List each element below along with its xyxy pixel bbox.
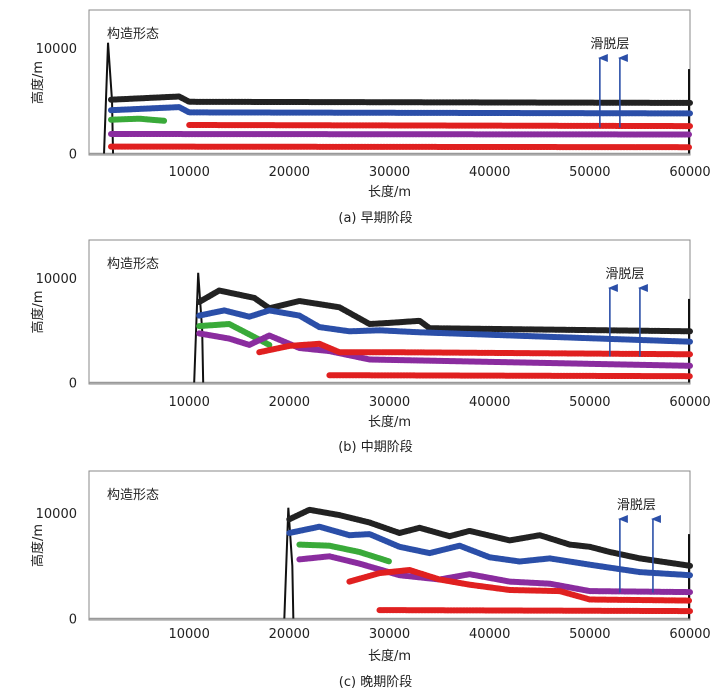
panel-a-ytick-label: 10000 xyxy=(36,42,77,57)
panel-c-ylabel: 高度/m xyxy=(30,524,46,567)
panel-c-series-red-lower-core xyxy=(377,608,692,613)
panel-c-xtick-label: 40000 xyxy=(469,627,510,642)
panel-c-xtick-label: 60000 xyxy=(669,627,710,642)
panel-c-series-blue-core xyxy=(287,525,692,577)
panel-c-annotation: 构造形态 xyxy=(107,488,159,503)
panel-b-ytick-label: 10000 xyxy=(36,272,77,287)
panel-a-deformation-front xyxy=(103,42,115,154)
panel-c-deformation-front xyxy=(283,507,295,619)
panel-b-xlabel: 长度/m xyxy=(368,414,411,430)
panel-a-xtick-label: 60000 xyxy=(669,165,710,180)
panel-c-caption: (c) 晚期阶段 xyxy=(339,675,412,690)
panel-c-series-top-core xyxy=(287,508,692,568)
panel-b: 10000 20000 30000 40000 50000 60000 0 10000 高度/m… xyxy=(30,239,711,455)
panel-a-xtick-label: 40000 xyxy=(469,165,510,180)
panel-a-annotation: 构造形态 xyxy=(107,27,159,42)
panel-b-ytick-label: 0 xyxy=(69,377,77,392)
panel-b-annotation: 构造形态 xyxy=(107,257,159,272)
panel-c-xlabel: 长度/m xyxy=(368,648,411,664)
panel-b-series-top-core xyxy=(197,288,692,333)
panel-a: 10000 20000 30000 40000 50000 60000 0 10000 高度/m… xyxy=(30,9,711,226)
panel-c-xtick-label: 50000 xyxy=(569,627,610,642)
panel-b-series-purple-core xyxy=(197,331,692,368)
panel-c-xtick-label: 20000 xyxy=(269,627,310,642)
panel-c-series-purple-core xyxy=(297,554,692,594)
panel-a-series-red-upper-core xyxy=(187,123,692,128)
panel-a-ylabel: 高度/m xyxy=(30,61,46,104)
panel-c-series-red-upper-core xyxy=(347,568,692,603)
panel-b-series-red-upper-core xyxy=(257,342,692,356)
panel-c-xtick-label: 10000 xyxy=(168,627,209,642)
panel-b-xtick-label: 20000 xyxy=(269,395,310,410)
panel-c-ytick-label: 10000 xyxy=(36,507,77,522)
panel-c: 10000 20000 30000 40000 50000 60000 0 10000 高度/m… xyxy=(30,470,711,690)
panel-c-layer-label: 滑脱层 xyxy=(617,498,656,513)
panel-a-series-top-core xyxy=(109,94,692,105)
panel-a-xtick-label: 50000 xyxy=(569,165,610,180)
panel-a-xtick-label: 10000 xyxy=(168,165,209,180)
panel-b-xtick-label: 30000 xyxy=(369,395,410,410)
panel-b-caption: (b) 中期阶段 xyxy=(338,440,413,455)
panel-c-series-green-core xyxy=(297,542,392,564)
panel-a-xlabel: 长度/m xyxy=(368,184,411,200)
panel-c-ytick-label: 0 xyxy=(69,613,77,628)
panel-a-caption: (a) 早期阶段 xyxy=(338,211,412,226)
panel-b-series-blue-core xyxy=(197,308,692,344)
panel-a-xtick-label: 20000 xyxy=(269,165,310,180)
panel-b-xtick-label: 60000 xyxy=(669,395,710,410)
panel-b-xtick-label: 40000 xyxy=(469,395,510,410)
panel-a-xtick-label: 30000 xyxy=(369,165,410,180)
panel-b-layer-label: 滑脱层 xyxy=(605,267,644,282)
panel-b-ylabel: 高度/m xyxy=(30,290,46,333)
panel-a-ytick-label: 0 xyxy=(69,148,77,163)
panel-a-layer-label: 滑脱层 xyxy=(590,37,629,52)
panel-a-series-red-lower-core xyxy=(109,145,692,149)
panel-a-series-blue-core xyxy=(109,105,692,116)
panel-b-xtick-label: 10000 xyxy=(168,395,209,410)
panel-a-series-purple-core xyxy=(109,132,692,137)
panel-b-xtick-label: 50000 xyxy=(569,395,610,410)
panel-a-series-green-core xyxy=(109,117,166,123)
panel-c-xtick-label: 30000 xyxy=(369,627,410,642)
panel-b-series-red-lower-core xyxy=(327,373,692,378)
